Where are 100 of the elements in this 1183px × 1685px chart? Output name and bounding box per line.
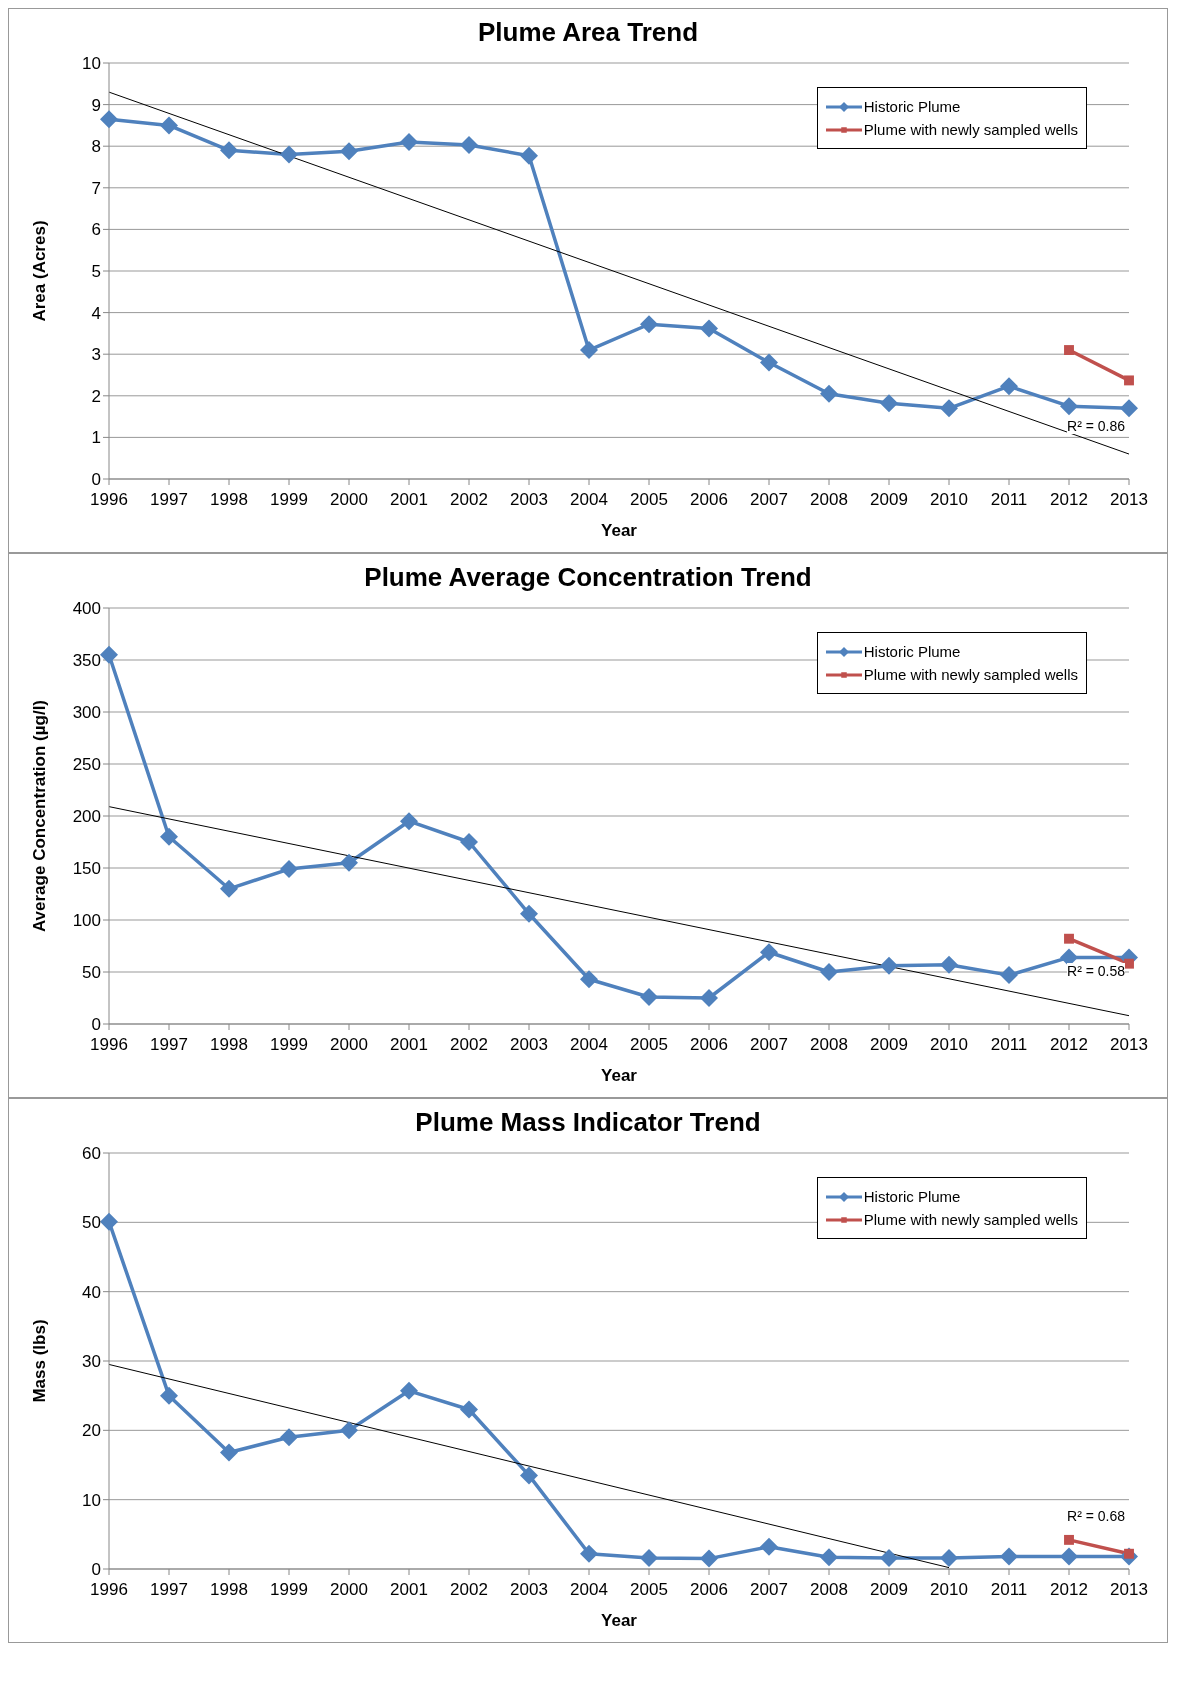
point <box>940 1548 958 1567</box>
x-tick-label: 2004 <box>570 1035 608 1055</box>
legend-label: Historic Plume <box>863 643 961 660</box>
x-tick-label: 2005 <box>630 1035 668 1055</box>
x-tick-label: 1999 <box>270 1580 308 1600</box>
x-tick-label: 2013 <box>1110 1035 1148 1055</box>
point <box>1060 948 1078 967</box>
x-tick-label: 2012 <box>1050 1035 1088 1055</box>
y-tick-label: 0 <box>91 1015 101 1035</box>
point <box>1064 1534 1074 1545</box>
x-tick-label: 2006 <box>690 490 728 510</box>
y-tick-label: 300 <box>72 703 101 723</box>
x-tick-label: 2006 <box>690 1035 728 1055</box>
x-tick-label: 2005 <box>630 1580 668 1600</box>
x-tick-label: 2012 <box>1050 1580 1088 1600</box>
point <box>940 955 958 974</box>
y-tick-label: 50 <box>82 1213 101 1233</box>
annotation: R² = 0.68 <box>1067 1508 1125 1524</box>
y-tick-label: 8 <box>91 137 101 157</box>
x-tick-label: 2000 <box>330 490 368 510</box>
annotation: R² = 0.86 <box>1067 418 1125 434</box>
point <box>1124 958 1134 969</box>
x-axis-title: Year <box>601 1066 638 1085</box>
x-tick-label: 2003 <box>510 1580 548 1600</box>
legend-label: Plume with newly sampled wells <box>863 121 1078 138</box>
point <box>220 141 238 160</box>
point <box>1000 966 1018 985</box>
point <box>280 1428 298 1447</box>
point <box>1060 397 1078 416</box>
point <box>280 145 298 164</box>
point <box>1000 1547 1018 1566</box>
x-tick-label: 1999 <box>270 490 308 510</box>
x-tick-label: 2010 <box>930 1035 968 1055</box>
x-tick-label: 2013 <box>1110 490 1148 510</box>
point <box>160 1386 178 1405</box>
y-tick-label: 5 <box>91 262 101 282</box>
point <box>880 1548 898 1567</box>
y-tick-label: 10 <box>82 54 101 74</box>
x-tick-label: 2005 <box>630 490 668 510</box>
point <box>100 645 118 664</box>
x-tick-label: 2008 <box>810 1580 848 1600</box>
y-tick-label: 0 <box>91 1560 101 1580</box>
point <box>700 1549 718 1568</box>
point <box>460 833 478 851</box>
x-tick-label: 2011 <box>990 490 1028 510</box>
point <box>1000 377 1018 396</box>
x-tick-label: 2010 <box>930 1580 968 1600</box>
x-tick-label: 1997 <box>150 1580 188 1600</box>
x-tick-label: 2012 <box>1050 490 1088 510</box>
x-axis-title: Year <box>601 521 638 540</box>
x-tick-label: 2004 <box>570 490 608 510</box>
point <box>340 142 358 161</box>
point <box>580 970 598 989</box>
x-tick-label: 2001 <box>390 1580 428 1600</box>
point <box>460 135 478 154</box>
point <box>640 987 658 1006</box>
point <box>640 315 658 334</box>
y-tick-label: 60 <box>82 1144 101 1164</box>
legend-label: Historic Plume <box>863 1188 961 1205</box>
point <box>880 394 898 413</box>
y-axis-title: Area (Acres) <box>30 220 50 322</box>
y-tick-label: 150 <box>72 859 101 879</box>
x-tick-label: 2013 <box>1110 1580 1148 1600</box>
y-tick-label: 100 <box>72 911 101 931</box>
point <box>760 353 778 372</box>
point <box>1120 399 1138 418</box>
x-tick-label: 2009 <box>870 1035 908 1055</box>
point <box>340 853 358 872</box>
x-tick-label: 2002 <box>450 1035 488 1055</box>
annotation: R² = 0.58 <box>1067 963 1125 979</box>
y-tick-label: 6 <box>91 220 101 240</box>
point <box>820 963 838 981</box>
point <box>580 1544 598 1563</box>
legend-label: Plume with newly sampled wells <box>863 666 1078 683</box>
y-tick-label: 250 <box>72 755 101 775</box>
x-tick-label: 1996 <box>90 1580 128 1600</box>
x-tick-label: 2011 <box>990 1035 1028 1055</box>
y-tick-label: 4 <box>91 303 101 323</box>
y-axis-title: Mass (lbs) <box>30 1319 50 1403</box>
point <box>160 116 178 135</box>
chart-title: Plume Area Trend <box>476 16 700 49</box>
x-tick-label: 1996 <box>90 1035 128 1055</box>
point <box>160 827 178 846</box>
x-tick-label: 2000 <box>330 1580 368 1600</box>
x-tick-label: 1996 <box>90 490 128 510</box>
point <box>520 904 538 923</box>
x-tick-label: 2010 <box>930 490 968 510</box>
x-tick-label: 2009 <box>870 490 908 510</box>
x-tick-label: 2008 <box>810 490 848 510</box>
y-tick-label: 7 <box>91 178 101 198</box>
legend-label: Historic Plume <box>863 98 961 115</box>
x-tick-label: 2000 <box>330 1035 368 1055</box>
x-tick-label: 1999 <box>270 1035 308 1055</box>
x-tick-label: 2004 <box>570 1580 608 1600</box>
x-tick-label: 2001 <box>390 490 428 510</box>
x-tick-label: 2007 <box>750 490 788 510</box>
chart-title: Plume Average Concentration Trend <box>363 561 813 594</box>
point <box>400 812 418 831</box>
chart-title: Plume Mass Indicator Trend <box>414 1106 762 1139</box>
point <box>520 146 538 165</box>
